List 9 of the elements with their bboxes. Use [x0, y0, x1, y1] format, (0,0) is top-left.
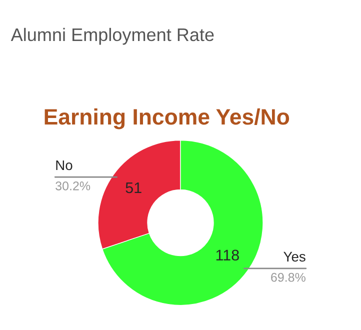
data-label: 118 [216, 250, 239, 261]
text: 30.2% [56, 181, 90, 190]
donut-slice [102, 140, 264, 306]
slice-label: Yes [284, 252, 306, 262]
chart-title: Alumni Employment Rate [10, 28, 214, 45]
slice-label: No [56, 160, 72, 170]
text: 69.8% [271, 272, 306, 282]
chart-subtitle: Earning Income Yes/No [44, 108, 290, 130]
data-label: 51 [126, 182, 142, 194]
